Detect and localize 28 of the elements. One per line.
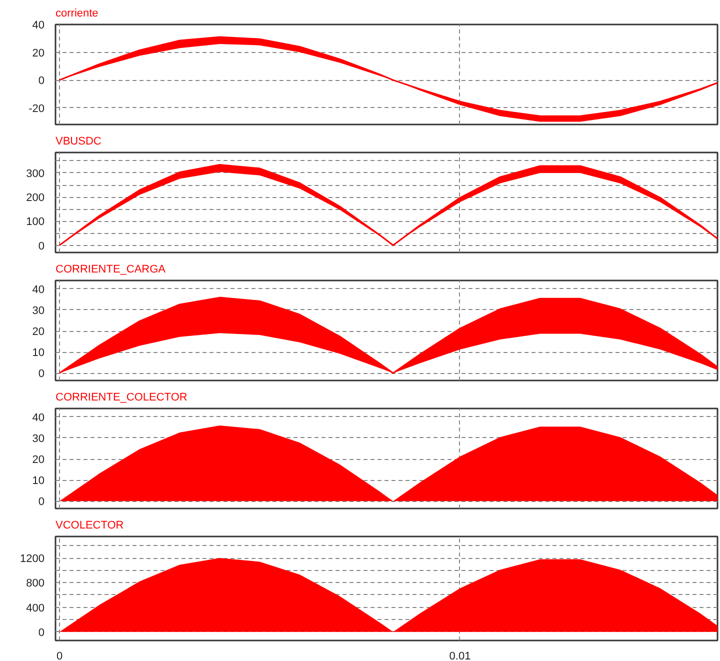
y-tick-label: 40 (32, 284, 45, 296)
y-tick-label: 0 (38, 75, 45, 88)
chart-title: VCOLECTOR (56, 520, 124, 532)
chart-title: corriente (56, 8, 98, 20)
y-tick-label: 0 (38, 626, 45, 639)
y-tick-label: 20 (32, 454, 45, 466)
y-tick-label: 1200 (20, 553, 45, 566)
y-tick-label: 400 (26, 602, 45, 614)
y-tick-label: 10 (32, 347, 45, 360)
y-tick-label: 40 (32, 412, 45, 424)
chart-title: CORRIENTE_COLECTOR (56, 392, 188, 404)
y-tick-label: 30 (32, 304, 45, 317)
x-tick-label: 0.01 (449, 650, 471, 661)
y-tick-label: 30 (32, 432, 45, 445)
y-tick-label: 10 (32, 475, 45, 488)
y-tick-label: 0 (38, 496, 45, 508)
y-tick-label: 100 (26, 216, 45, 228)
y-tick-label: 0 (38, 368, 45, 380)
y-tick-label: 0 (38, 240, 45, 252)
y-tick-label: 800 (26, 578, 45, 590)
y-tick-label: 20 (32, 47, 45, 60)
chart-title: CORRIENTE_CARGA (56, 264, 166, 276)
y-tick-label: 300 (26, 168, 45, 180)
y-tick-label: 20 (32, 326, 45, 338)
chart-title: VBUSDC (56, 136, 102, 148)
y-tick-label: 200 (26, 192, 45, 204)
y-tick-label: 40 (32, 20, 45, 32)
y-tick-label: -20 (28, 102, 45, 115)
